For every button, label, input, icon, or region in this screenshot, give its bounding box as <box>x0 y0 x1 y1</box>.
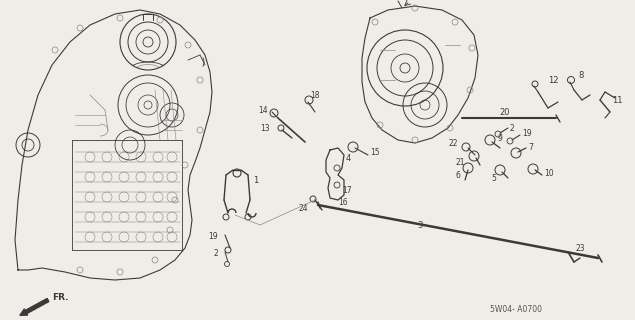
Text: 17: 17 <box>342 186 352 195</box>
Text: 6: 6 <box>455 171 460 180</box>
Text: 7: 7 <box>528 142 533 151</box>
Text: 20: 20 <box>500 108 511 116</box>
Text: 21: 21 <box>455 157 465 166</box>
Text: 12: 12 <box>548 76 559 84</box>
Text: 15: 15 <box>370 148 380 156</box>
Text: 2: 2 <box>510 124 515 132</box>
Text: 11: 11 <box>612 95 622 105</box>
Text: 24: 24 <box>298 204 308 212</box>
Text: FR.: FR. <box>52 293 69 302</box>
Text: 1: 1 <box>253 175 258 185</box>
Text: 2: 2 <box>213 250 218 259</box>
Text: 19: 19 <box>208 231 218 241</box>
Text: 22: 22 <box>448 139 458 148</box>
Text: 19: 19 <box>522 129 531 138</box>
Text: 4: 4 <box>346 154 351 163</box>
Text: 9: 9 <box>498 133 503 142</box>
Text: 23: 23 <box>575 244 585 252</box>
Text: 5: 5 <box>491 173 496 182</box>
Text: 8: 8 <box>578 70 584 79</box>
Text: 14: 14 <box>258 106 268 115</box>
Text: 16: 16 <box>338 197 347 206</box>
Text: 5W04- A0700: 5W04- A0700 <box>490 306 542 315</box>
Text: 18: 18 <box>310 91 319 100</box>
Text: 10: 10 <box>544 169 554 178</box>
FancyArrow shape <box>20 299 49 315</box>
Text: 13: 13 <box>260 124 270 132</box>
Text: 3: 3 <box>417 220 423 229</box>
